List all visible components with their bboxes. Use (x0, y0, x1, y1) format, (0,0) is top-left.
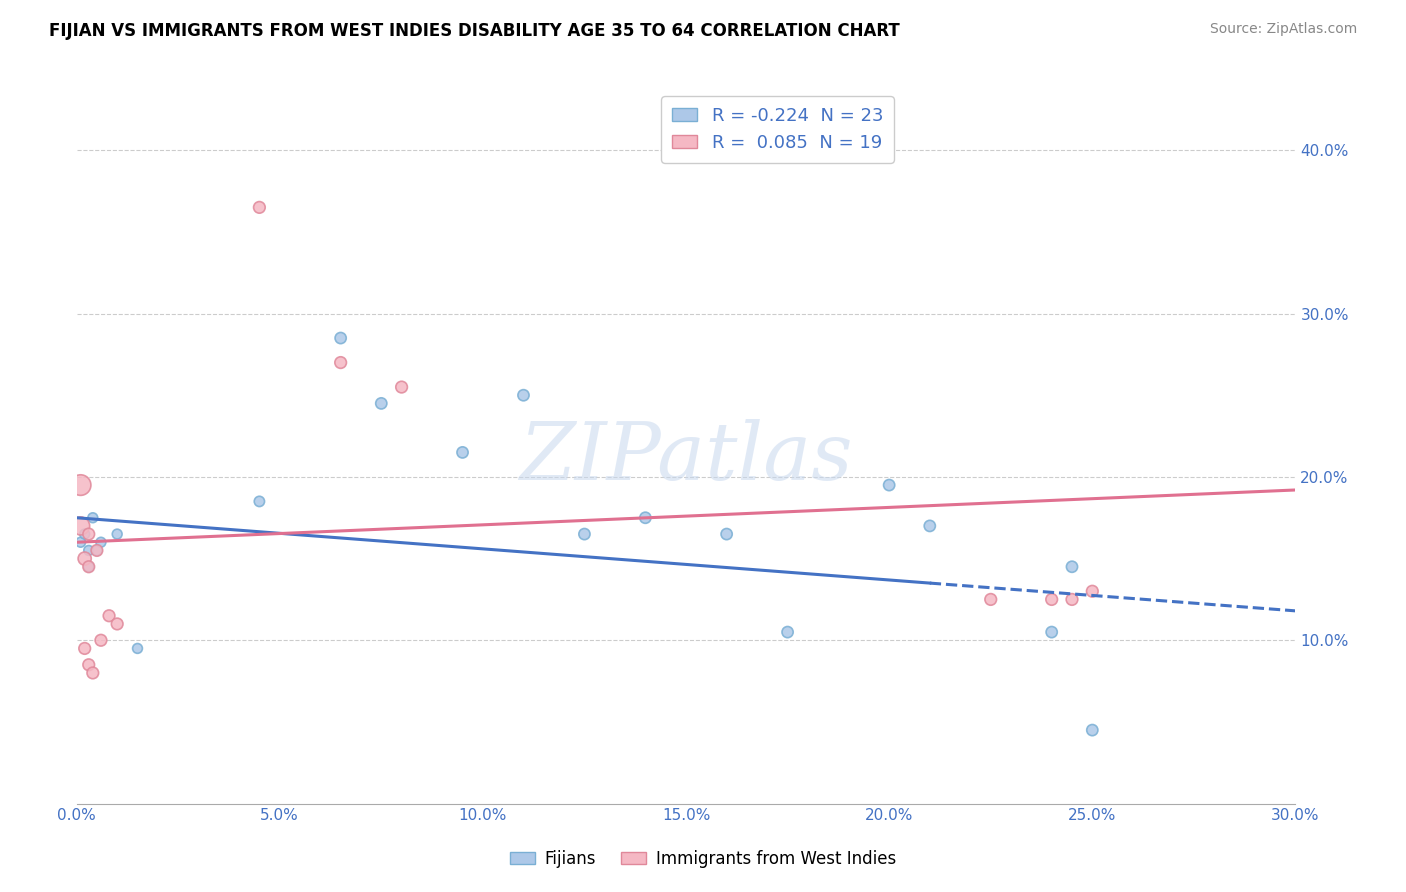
Legend: Fijians, Immigrants from West Indies: Fijians, Immigrants from West Indies (503, 844, 903, 875)
Point (776, 625, 799, 640)
Point (451, 445, 474, 459)
Text: Source: ZipAtlas.com: Source: ZipAtlas.com (1209, 22, 1357, 37)
Point (574, 527, 596, 541)
Point (127, 641, 149, 656)
Point (877, 478, 900, 492)
Point (512, 388, 534, 402)
Text: ZIPatlas: ZIPatlas (519, 419, 853, 497)
Point (73, 641, 96, 656)
Point (1060, 559, 1083, 574)
Point (105, 527, 128, 541)
Point (90, 535, 112, 549)
Point (716, 527, 738, 541)
Point (77, 559, 100, 574)
Point (69, 478, 91, 492)
Point (86, 543, 108, 558)
Point (247, 494, 270, 508)
Point (86, 543, 108, 558)
Point (370, 396, 392, 410)
Point (1040, 625, 1063, 640)
Point (980, 592, 1002, 607)
Point (1060, 592, 1083, 607)
Point (82, 665, 104, 680)
Point (105, 616, 128, 631)
Text: FIJIAN VS IMMIGRANTS FROM WEST INDIES DISABILITY AGE 35 TO 64 CORRELATION CHART: FIJIAN VS IMMIGRANTS FROM WEST INDIES DI… (49, 22, 900, 40)
Point (77, 559, 100, 574)
Point (69, 519, 91, 533)
Point (247, 200, 270, 214)
Point (391, 380, 413, 394)
Point (73, 551, 96, 566)
Point (98, 608, 121, 623)
Point (634, 510, 657, 524)
Point (77, 527, 100, 541)
Point (1081, 584, 1104, 599)
Point (329, 355, 352, 369)
Point (1040, 592, 1063, 607)
Point (77, 543, 100, 558)
Point (90, 633, 112, 648)
Point (329, 331, 352, 345)
Legend: R = -0.224  N = 23, R =  0.085  N = 19: R = -0.224 N = 23, R = 0.085 N = 19 (661, 96, 894, 162)
Point (77, 657, 100, 672)
Point (69, 535, 91, 549)
Point (82, 510, 104, 524)
Point (1081, 723, 1104, 738)
Point (918, 519, 941, 533)
Point (73, 527, 96, 541)
